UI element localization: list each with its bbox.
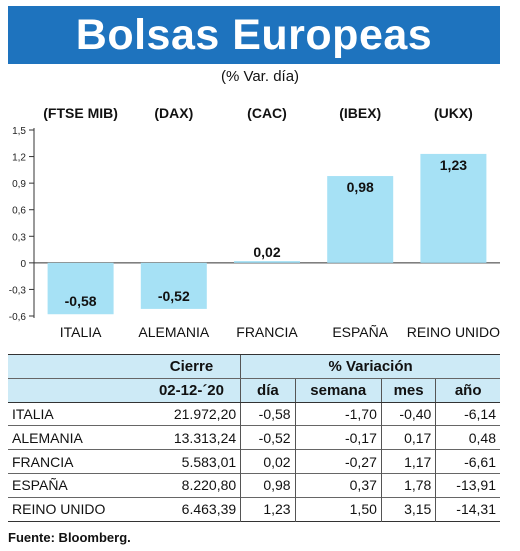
table-row: ITALIA 21.972,20 -0,58 -1,70 -0,40 -6,14 [8, 402, 500, 426]
index-label: (IBEX) [339, 105, 381, 121]
category-label: REINO UNIDO [407, 324, 500, 340]
subheader-blank [8, 378, 143, 403]
row-mes: 3,15 [380, 497, 436, 522]
header-variacion: % Variación [240, 354, 500, 379]
index-label: (DAX) [154, 105, 193, 121]
source-note: Fuente: Bloomberg. [8, 530, 131, 545]
row-mes: 0,17 [380, 425, 436, 450]
data-label: 0,02 [253, 244, 280, 260]
bar [140, 262, 207, 309]
y-tick-label: 0,6 [12, 206, 26, 217]
category-label: ESPAÑA [332, 324, 388, 340]
data-label: 0,98 [347, 179, 374, 195]
subheader-ano: año [435, 378, 500, 403]
row-ano: -6,61 [435, 449, 500, 474]
bar [420, 153, 487, 263]
subheader-semana: semana [294, 378, 382, 403]
subheader-mes: mes [380, 378, 436, 403]
header-cierre: Cierre [142, 354, 241, 379]
row-country: FRANCIA [12, 453, 74, 470]
table-row: REINO UNIDO 6.463,39 1,23 1,50 3,15 -14,… [8, 497, 500, 522]
y-tick-label: -0,3 [9, 285, 27, 296]
row-cierre: 5.583,01 [181, 453, 237, 470]
row-country: ALEMANIA [12, 429, 83, 446]
y-tick-label: 1,5 [12, 126, 26, 137]
data-label: 1,23 [440, 157, 467, 173]
row-ano: -13,91 [435, 473, 500, 498]
table-row: FRANCIA 5.583,01 0,02 -0,27 1,17 -6,61 [8, 449, 500, 474]
category-label: ALEMANIA [138, 324, 209, 340]
row-dia: 0,98 [240, 473, 296, 498]
data-label: -0,52 [158, 288, 190, 304]
row-cierre: 6.463,39 [181, 501, 237, 518]
index-label: (UKX) [434, 105, 473, 121]
category-label: FRANCIA [236, 324, 298, 340]
chart-title: Bolsas Europeas [8, 6, 500, 64]
row-mes: -0,40 [380, 402, 436, 426]
subheader-dia: día [240, 378, 296, 403]
category-label: ITALIA [60, 324, 102, 340]
row-semana: -0,17 [294, 425, 382, 450]
row-country: REINO UNIDO [12, 501, 106, 518]
index-label: (FTSE MIB) [43, 105, 118, 121]
index-label: (CAC) [247, 105, 287, 121]
row-cierre: 13.313,24 [173, 429, 237, 446]
row-cierre: 21.972,20 [173, 405, 237, 422]
row-semana: -1,70 [294, 402, 382, 426]
bar [327, 176, 394, 263]
y-tick-label: 1,2 [12, 153, 26, 164]
chart-subtitle: (% Var. día) [220, 68, 300, 85]
row-dia: 1,23 [240, 497, 296, 522]
subheader-date: 02-12-´20 [142, 378, 241, 403]
row-dia: 0,02 [240, 449, 296, 474]
data-table-container: Cierre % Variación 02-12-´20 día semana … [8, 354, 500, 522]
bar-chart: 1,5 1,2 0,9 0,6 0,3 0 -0,3 -0,6 -0,58 (FTSE MIB) I… [9, 105, 500, 340]
table-row: ESPAÑA 8.220,80 0,98 0,37 1,78 -13,91 [8, 473, 500, 498]
y-tick-label: 0,3 [12, 232, 26, 243]
data-label: -0,58 [65, 293, 97, 309]
row-mes: 1,78 [380, 473, 436, 498]
y-tick-label: -0,6 [9, 312, 27, 323]
row-country: ESPAÑA [12, 477, 68, 494]
row-dia: -0,52 [240, 425, 296, 450]
row-dia: -0,58 [240, 402, 296, 426]
row-ano: -6,14 [435, 402, 500, 426]
row-semana: 1,50 [294, 497, 382, 522]
table-header-top: Cierre % Variación [8, 354, 500, 379]
row-ano: 0,48 [435, 425, 500, 450]
header-blank [8, 354, 143, 379]
bar [47, 262, 114, 315]
y-tick-label: 0 [20, 259, 26, 270]
y-tick-label: 0,9 [12, 179, 26, 190]
row-mes: 1,17 [380, 449, 436, 474]
table-header-sub: 02-12-´20 día semana mes año [8, 378, 500, 403]
row-country: ITALIA [12, 405, 54, 422]
row-semana: 0,37 [294, 473, 382, 498]
stock-table: Cierre % Variación 02-12-´20 día semana … [8, 354, 500, 522]
row-cierre: 8.220,80 [181, 477, 237, 494]
row-ano: -14,31 [435, 497, 500, 522]
row-semana: -0,27 [294, 449, 382, 474]
table-row: ALEMANIA 13.313,24 -0,52 -0,17 0,17 0,48 [8, 425, 500, 450]
bar [234, 261, 300, 263]
